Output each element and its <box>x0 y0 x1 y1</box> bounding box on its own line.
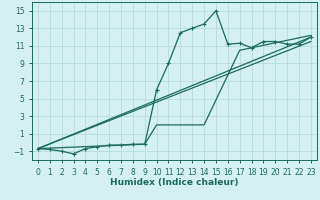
X-axis label: Humidex (Indice chaleur): Humidex (Indice chaleur) <box>110 178 239 187</box>
